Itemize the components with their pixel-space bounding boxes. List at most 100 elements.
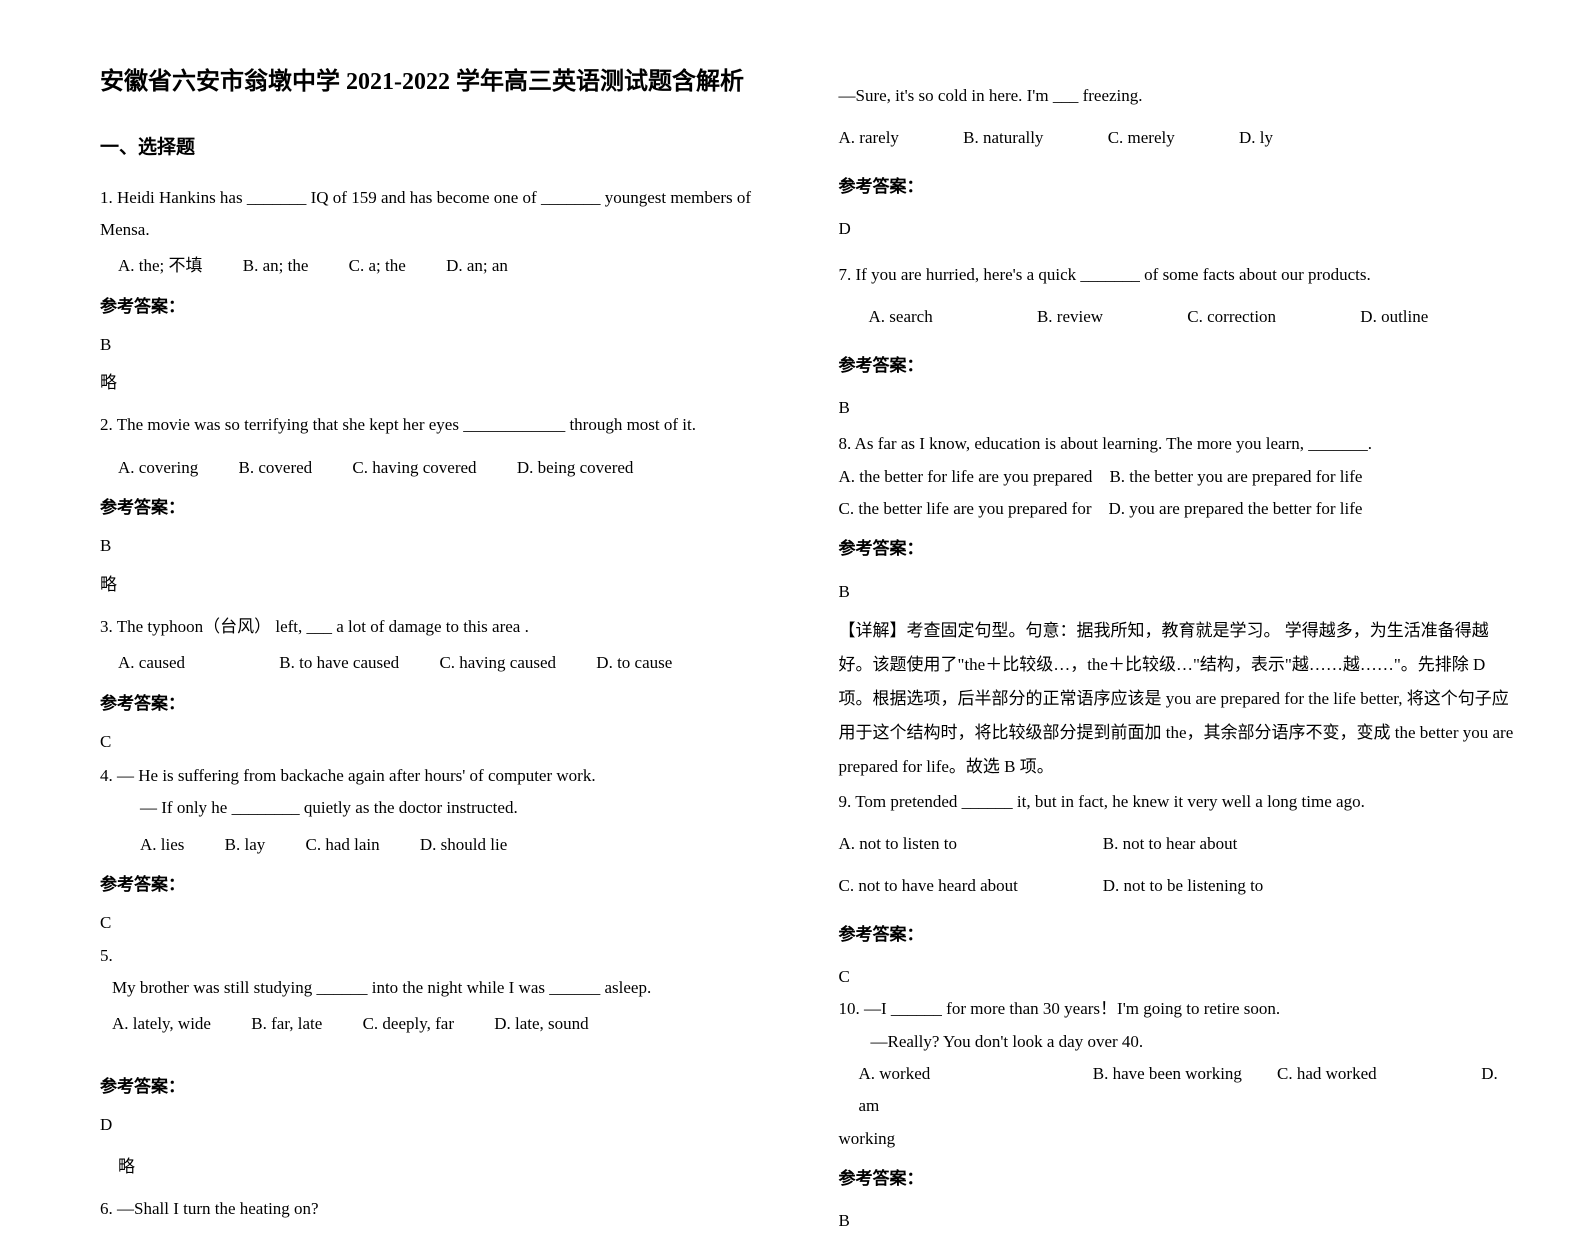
q10-opt-c: C. had worked	[1277, 1058, 1477, 1090]
question-3: 3. The typhoon（台风） left, ___ a lot of da…	[100, 611, 779, 758]
q9-row2: C. not to have heard about D. not to be …	[839, 870, 1518, 902]
q4-opt-b: B. lay	[225, 829, 266, 861]
q7-opt-a: A. search	[869, 301, 933, 333]
q10-opt-b: B. have been working	[1093, 1058, 1273, 1090]
question-9: 9. Tom pretended ______ it, but in fact,…	[839, 786, 1518, 993]
q5-ans-label: 参考答案：	[100, 1071, 779, 1103]
right-column: —Sure, it's so cold in here. I'm ___ fre…	[819, 60, 1538, 1082]
q6-line1: 6. —Shall I turn the heating on?	[100, 1193, 779, 1225]
q8-ans: B	[839, 576, 1518, 608]
q2-ans: B	[100, 530, 779, 562]
q4-opt-a: A. lies	[140, 829, 184, 861]
q9-opt-a: A. not to listen to	[839, 828, 1099, 860]
q6-opt-d: D. ly	[1239, 122, 1273, 154]
q8-opt-a: A. the better for life are you prepared	[839, 467, 1093, 486]
q10-opt-d-tail: working	[839, 1123, 1518, 1155]
q4-ans: C	[100, 907, 779, 939]
left-column: 安徽省六安市翁墩中学 2021-2022 学年高三英语测试题含解析 一、选择题 …	[100, 60, 819, 1082]
q8-row1: A. the better for life are you prepared …	[839, 461, 1518, 493]
q8-ans-label: 参考答案：	[839, 533, 1518, 565]
q4-opt-d: D. should lie	[420, 829, 507, 861]
q2-opt-d: D. being covered	[517, 452, 634, 484]
q9-opt-c: C. not to have heard about	[839, 870, 1099, 902]
q3-opt-a: A. caused	[118, 647, 185, 679]
q3-options: A. caused B. to have caused C. having ca…	[118, 647, 779, 679]
q1-ans: B	[100, 329, 779, 361]
q4-line2: — If only he ________ quietly as the doc…	[140, 792, 779, 824]
question-7: 7. If you are hurried, here's a quick __…	[839, 259, 1518, 424]
q7-opt-c: C. correction	[1187, 301, 1276, 333]
q5-opt-b: B. far, late	[251, 1008, 322, 1040]
q8-explanation: 【详解】考查固定句型。句意：据我所知，教育就是学习。 学得越多，为生活准备得越好…	[839, 614, 1518, 784]
q9-ans: C	[839, 961, 1518, 993]
q10-opt-a: A. worked	[859, 1058, 1089, 1090]
q1-note: 略	[100, 367, 779, 399]
question-1: 1. Heidi Hankins has _______ IQ of 159 a…	[100, 182, 779, 400]
question-4: 4. — He is suffering from backache again…	[100, 760, 779, 939]
question-10: 10. —I ______ for more than 30 years！I'm…	[839, 993, 1518, 1237]
q7-opt-d: D. outline	[1360, 301, 1428, 333]
question-8: 8. As far as I know, education is about …	[839, 428, 1518, 783]
q8-row2: C. the better life are you prepared for …	[839, 493, 1518, 525]
q5-ans: D	[100, 1109, 779, 1141]
q6-options: A. rarely B. naturally C. merely D. ly	[839, 122, 1518, 154]
q3-opt-b: B. to have caused	[279, 647, 399, 679]
q5-opt-c: C. deeply, far	[363, 1008, 454, 1040]
q9-row1: A. not to listen to B. not to hear about	[839, 828, 1518, 860]
q3-ans: C	[100, 726, 779, 758]
q5-num: 5.	[100, 940, 779, 972]
question-6-partial: 6. —Shall I turn the heating on?	[100, 1193, 779, 1225]
q10-line1: 10. —I ______ for more than 30 years！I'm…	[839, 993, 1518, 1025]
q2-opt-a: A. covering	[118, 452, 198, 484]
q2-note: 略	[100, 569, 779, 601]
q1-opt-d: D. an; an	[446, 250, 508, 282]
q4-line1: 4. — He is suffering from backache again…	[100, 760, 779, 792]
q6-line2: —Sure, it's so cold in here. I'm ___ fre…	[839, 80, 1518, 112]
page: 安徽省六安市翁墩中学 2021-2022 学年高三英语测试题含解析 一、选择题 …	[0, 0, 1587, 1122]
q6-opt-b: B. naturally	[963, 122, 1043, 154]
doc-title: 安徽省六安市翁墩中学 2021-2022 学年高三英语测试题含解析	[100, 60, 779, 106]
question-5: 5. My brother was still studying ______ …	[100, 940, 779, 1184]
q6-opt-c: C. merely	[1108, 122, 1175, 154]
q8-opt-d: D. you are prepared the better for life	[1109, 499, 1363, 518]
q10-ans: B	[839, 1205, 1518, 1237]
question-2: 2. The movie was so terrifying that she …	[100, 409, 779, 600]
q7-ans: B	[839, 392, 1518, 424]
q2-opt-c: C. having covered	[352, 452, 476, 484]
q2-text: 2. The movie was so terrifying that she …	[100, 409, 779, 441]
q1-opt-b: B. an; the	[243, 250, 309, 282]
q5-note: 略	[118, 1151, 779, 1183]
q8-opt-b: B. the better you are prepared for life	[1109, 467, 1362, 486]
section-heading: 一、选择题	[100, 130, 779, 166]
q8-opt-c: C. the better life are you prepared for	[839, 499, 1092, 518]
q2-ans-label: 参考答案：	[100, 492, 779, 524]
q3-opt-d: D. to cause	[596, 647, 672, 679]
q7-ans-label: 参考答案：	[839, 350, 1518, 382]
q2-opt-b: B. covered	[239, 452, 313, 484]
q5-opt-d: D. late, sound	[494, 1008, 588, 1040]
q1-ans-label: 参考答案：	[100, 291, 779, 323]
q10-line2: —Really? You don't look a day over 40.	[871, 1026, 1518, 1058]
q6-ans-label: 参考答案：	[839, 171, 1518, 203]
q6-ans: D	[839, 213, 1518, 245]
q5-text: My brother was still studying ______ int…	[112, 972, 779, 1004]
q9-opt-d: D. not to be listening to	[1103, 876, 1264, 895]
q7-text: 7. If you are hurried, here's a quick __…	[839, 259, 1518, 291]
q2-options: A. covering B. covered C. having covered…	[118, 452, 779, 484]
q9-opt-b: B. not to hear about	[1103, 834, 1238, 853]
q1-opt-c: C. a; the	[349, 250, 406, 282]
q3-opt-c: C. having caused	[439, 647, 556, 679]
q1-opt-a: A. the; 不填	[118, 250, 203, 282]
q8-text: 8. As far as I know, education is about …	[839, 428, 1518, 460]
q9-text: 9. Tom pretended ______ it, but in fact,…	[839, 786, 1518, 818]
q3-text: 3. The typhoon（台风） left, ___ a lot of da…	[100, 611, 779, 643]
q4-ans-label: 参考答案：	[100, 869, 779, 901]
question-6: —Sure, it's so cold in here. I'm ___ fre…	[839, 80, 1518, 245]
q10-ans-label: 参考答案：	[839, 1163, 1518, 1195]
q3-ans-label: 参考答案：	[100, 688, 779, 720]
q1-text: 1. Heidi Hankins has _______ IQ of 159 a…	[100, 182, 779, 247]
q4-opt-c: C. had lain	[306, 829, 380, 861]
q9-ans-label: 参考答案：	[839, 919, 1518, 951]
q5-opt-a: A. lately, wide	[112, 1008, 211, 1040]
q6-opt-a: A. rarely	[839, 122, 899, 154]
